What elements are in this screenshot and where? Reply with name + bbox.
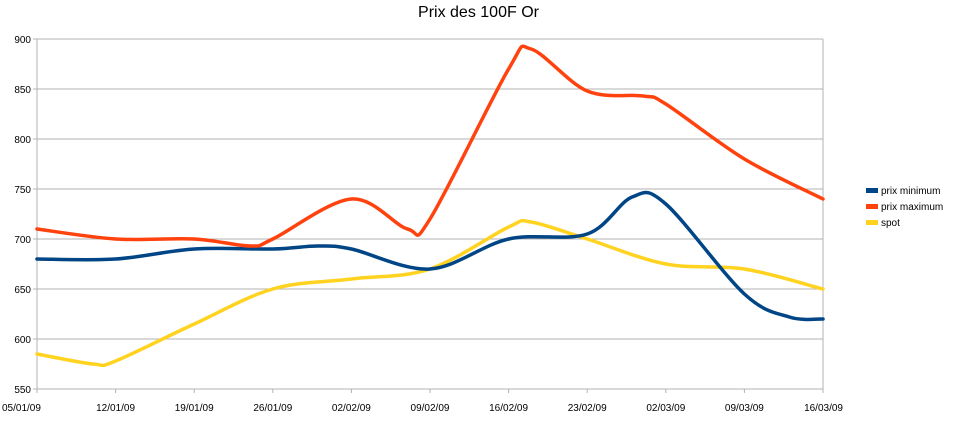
- legend-swatch-prix-maximum: [866, 204, 878, 209]
- legend-label-prix-maximum: prix maximum: [881, 202, 943, 213]
- chart-title: Prix des 100F Or: [418, 4, 539, 21]
- y-tick-labels: 550 600 650 700 750 800 850 900: [14, 35, 31, 396]
- y-tick-label: 650: [14, 285, 31, 296]
- x-tick-label: 02/02/09: [332, 403, 371, 414]
- x-tick-labels: 05/01/09 12/01/09 19/01/09 26/01/09 02/02/09…: [2, 403, 843, 414]
- y-tick-label: 800: [14, 135, 31, 146]
- y-tick-label: 550: [14, 385, 31, 396]
- x-tick-label: 16/02/09: [489, 403, 528, 414]
- x-tick-label: 19/01/09: [175, 403, 214, 414]
- legend-swatch-spot: [866, 220, 878, 225]
- x-tick-label: 26/01/09: [253, 403, 292, 414]
- x-tick-label: 09/03/09: [725, 403, 764, 414]
- series-line-prix-minimum: [35, 190, 825, 322]
- x-tick-label: 02/03/09: [646, 403, 685, 414]
- y-tick-label: 900: [14, 35, 31, 46]
- grid-lines: [37, 38, 823, 390]
- x-tick-label: 16/03/09: [804, 403, 843, 414]
- y-tick-label: 750: [14, 185, 31, 196]
- series-line-spot: [35, 218, 825, 368]
- legend: prix minimum prix maximum spot: [866, 186, 943, 229]
- legend-label-prix-minimum: prix minimum: [881, 186, 940, 197]
- x-tick-label: 23/02/09: [568, 403, 607, 414]
- y-tick-label: 600: [14, 335, 31, 346]
- y-tick-label: 850: [14, 85, 31, 96]
- axes: [33, 38, 824, 393]
- x-tick-label: 12/01/09: [96, 403, 135, 414]
- y-tick-label: 700: [14, 235, 31, 246]
- x-tick-label: 09/02/09: [411, 403, 450, 414]
- legend-label-spot: spot: [881, 218, 900, 229]
- series-line-prix-maximum: [35, 44, 825, 248]
- x-tick-label: 05/01/09: [2, 403, 41, 414]
- series-lines: [35, 44, 825, 368]
- legend-swatch-prix-minimum: [866, 188, 878, 193]
